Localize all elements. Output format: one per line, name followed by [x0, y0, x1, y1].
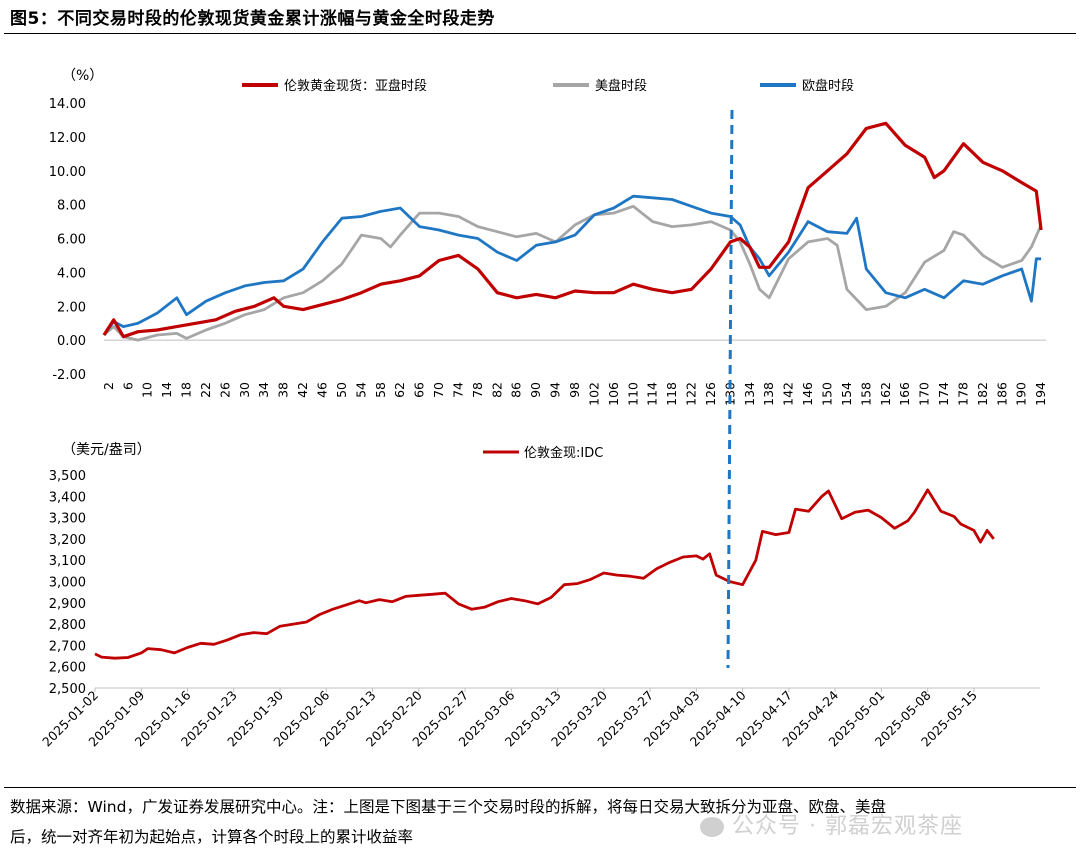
title-rule [4, 33, 1076, 34]
top-x-tick-label: 38 [276, 382, 291, 398]
top-x-tick-label: 82 [489, 382, 504, 398]
top-x-tick-label: 90 [528, 382, 543, 398]
top-x-tick-label: 154 [839, 382, 854, 406]
top-x-tick-label: 106 [606, 382, 621, 406]
top-x-tick-label: 6 [120, 382, 135, 390]
top-x-tick-label: 22 [198, 382, 213, 398]
top-x-tick-label: 94 [548, 382, 563, 398]
legend-label-idc: 伦敦金现:IDC [524, 445, 603, 461]
top-x-tick-label: 18 [179, 382, 194, 398]
bottom-y-tick-label: 3,000 [49, 576, 86, 591]
top-x-tick-label: 130 [722, 382, 737, 406]
top-x-tick-label: 2 [101, 382, 116, 390]
top-x-tick-label: 62 [392, 382, 407, 398]
top-x-tick-label: 50 [334, 382, 349, 398]
top-x-tick-label: 186 [994, 382, 1009, 406]
top-y-tick-label: 14.00 [49, 97, 86, 112]
top-x-tick-label: 182 [975, 382, 990, 406]
series-line-asia [102, 121, 1043, 339]
top-unit-label: （%） [62, 68, 103, 84]
footnote-line-2: 后，统一对齐年初为起始点，计算各个时段上的累计收益率 [10, 828, 414, 846]
series-line-idc [94, 488, 995, 660]
top-y-tick-label: 6.00 [57, 233, 86, 248]
top-x-tick-label: 30 [237, 382, 252, 398]
top-y-tick-label: 0.00 [57, 334, 86, 349]
watermark-text: 公众号 · 郭磊宏观茶座 [732, 814, 963, 839]
bottom-y-tick-label: 2,700 [49, 639, 86, 654]
bottom-y-tick-label: 2,900 [49, 597, 86, 612]
top-y-tick-label: 4.00 [57, 266, 86, 281]
top-x-tick-label: 162 [878, 382, 893, 406]
bottom-y-tick-label: 2,800 [49, 618, 86, 633]
footnote: 数据来源：Wind，广发证券发展研究中心。注：上图是下图基于三个交易时段的拆解，… [10, 792, 1070, 852]
top-x-tick-label: 138 [761, 382, 776, 406]
legend-label-eu: 欧盘时段 [802, 78, 854, 94]
top-x-tick-label: 46 [315, 382, 330, 398]
bottom-y-tick-label: 3,300 [49, 512, 86, 527]
bottom-y-tick-label: 3,100 [49, 554, 86, 569]
bottom-y-tick-label: 3,400 [49, 490, 86, 505]
top-x-tick-label: 158 [858, 382, 873, 406]
figure-title: 图5：不同交易时段的伦敦现货黄金累计涨幅与黄金全时段走势 [10, 9, 495, 29]
top-x-tick-label: 14 [159, 382, 174, 398]
top-x-tick-label: 118 [664, 382, 679, 406]
bottom-y-tick-label: 2,600 [49, 661, 86, 676]
top-x-tick-label: 58 [373, 382, 388, 398]
series-line-us [103, 204, 1043, 342]
footnote-line-1: 数据来源：Wind，广发证券发展研究中心。注：上图是下图基于三个交易时段的拆解，… [10, 798, 886, 816]
top-x-tick-label: 122 [684, 382, 699, 406]
top-x-tick-label: 26 [217, 382, 232, 398]
top-x-tick-label: 70 [431, 382, 446, 398]
top-x-tick-label: 134 [742, 382, 757, 406]
top-x-tick-label: 142 [781, 382, 796, 406]
top-x-tick-label: 178 [955, 382, 970, 406]
top-x-tick-label: 74 [450, 382, 465, 398]
top-y-tick-label: 8.00 [57, 199, 86, 214]
top-x-tick-label: 98 [567, 382, 582, 398]
top-x-tick-label: 194 [1033, 382, 1048, 406]
top-y-tick-label: 10.00 [49, 165, 86, 180]
top-y-tick-label: 12.00 [49, 131, 86, 146]
legend-label-asia: 伦敦黄金现货：亚盘时段 [284, 78, 427, 94]
watermark: 公众号 · 郭磊宏观茶座 [700, 808, 963, 840]
session-divider-line [726, 109, 734, 669]
footnote-rule [4, 787, 1076, 788]
top-x-tick-label: 170 [917, 382, 932, 406]
top-y-tick-label: 2.00 [57, 300, 86, 315]
top-x-tick-label: 54 [353, 382, 368, 398]
wechat-logo-icon [700, 817, 724, 837]
top-x-tick-label: 114 [645, 382, 660, 406]
top-x-tick-label: 34 [256, 382, 271, 398]
top-x-tick-label: 66 [412, 382, 427, 398]
series-line-eu [102, 194, 1042, 336]
top-x-tick-label: 174 [936, 382, 951, 406]
top-x-tick-label: 78 [470, 382, 485, 398]
top-x-tick-label: 102 [586, 382, 601, 406]
legend-label-us: 美盘时段 [595, 78, 647, 94]
top-x-tick-label: 166 [897, 382, 912, 406]
top-x-tick-label: 42 [295, 382, 310, 398]
bottom-y-tick-label: 3,200 [49, 533, 86, 548]
top-x-tick-label: 126 [703, 382, 718, 406]
top-x-tick-label: 86 [509, 382, 524, 398]
bottom-y-tick-label: 3,500 [49, 469, 86, 484]
top-x-tick-label: 110 [625, 382, 640, 406]
bottom-unit-label: （美元/盎司） [62, 442, 151, 458]
top-x-tick-label: 190 [1014, 382, 1029, 406]
top-x-tick-label: 150 [819, 382, 834, 406]
top-x-tick-label: 10 [140, 382, 155, 398]
top-x-tick-label: 146 [800, 382, 815, 406]
bottom-y-tick-label: 2,500 [49, 682, 86, 697]
top-y-tick-label: -2.00 [52, 368, 86, 383]
